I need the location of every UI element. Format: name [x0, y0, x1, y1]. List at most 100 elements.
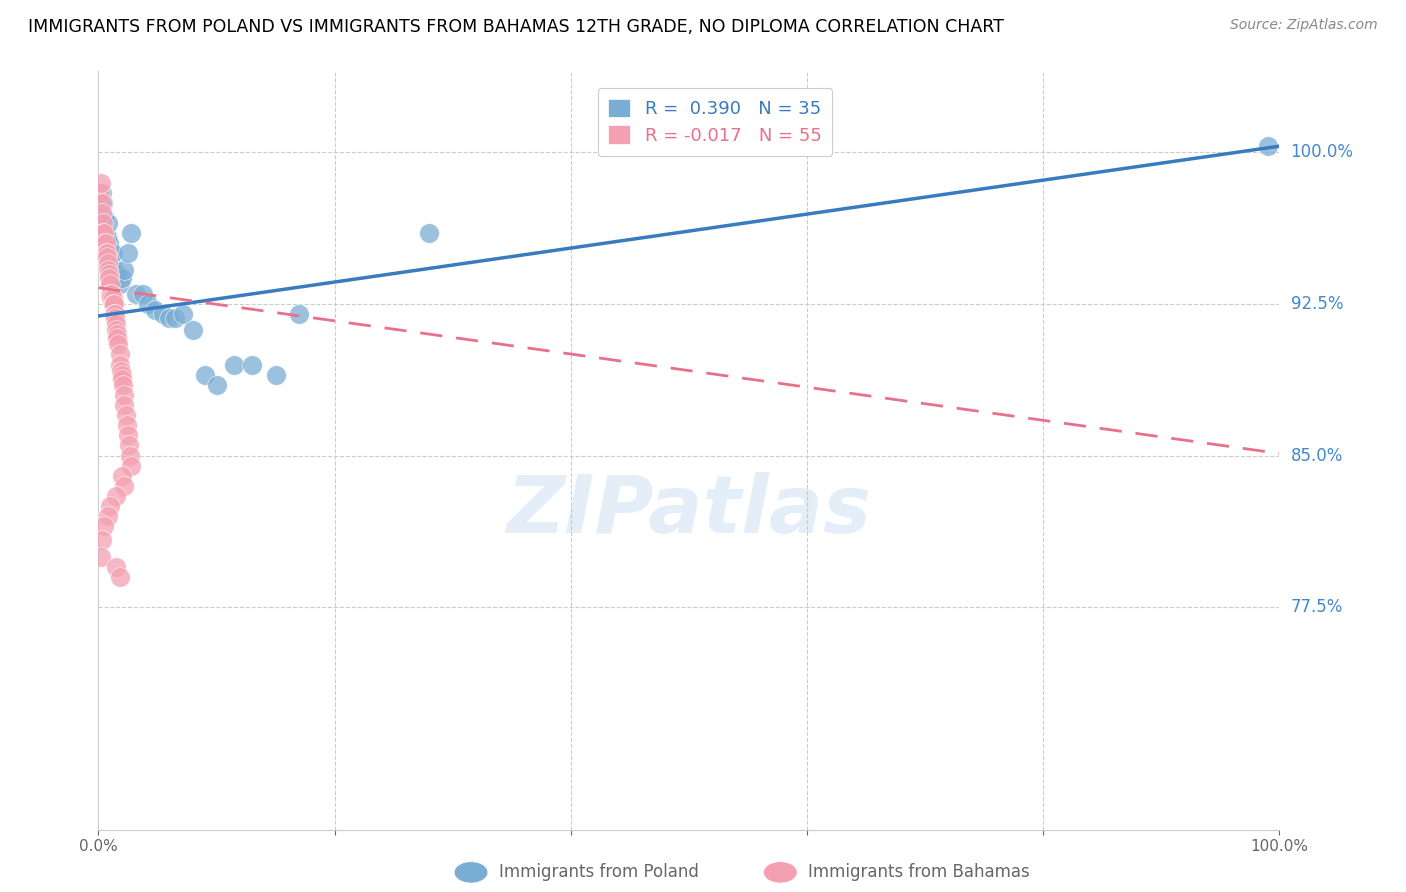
- Point: [94, 236, 117, 251]
- Point: [91, 186, 114, 200]
- Point: [100, 286, 122, 301]
- Point: [91, 206, 114, 220]
- Point: [240, 358, 263, 372]
- Point: [288, 307, 311, 321]
- Point: [111, 468, 134, 483]
- Point: [205, 377, 228, 392]
- Text: Immigrants from Poland: Immigrants from Poland: [499, 863, 699, 881]
- Point: [418, 226, 440, 240]
- Point: [105, 489, 128, 503]
- Point: [91, 195, 114, 210]
- Point: [172, 307, 194, 321]
- Point: [114, 408, 136, 422]
- Point: [117, 428, 139, 442]
- Point: [90, 549, 112, 564]
- Point: [115, 418, 138, 433]
- Point: [103, 297, 125, 311]
- Point: [108, 277, 131, 291]
- Text: 85.0%: 85.0%: [1291, 447, 1343, 465]
- Point: [100, 291, 122, 305]
- Point: [105, 331, 128, 345]
- Point: [117, 246, 139, 260]
- Point: [1257, 139, 1279, 153]
- Text: IMMIGRANTS FROM POLAND VS IMMIGRANTS FROM BAHAMAS 12TH GRADE, NO DIPLOMA CORRELA: IMMIGRANTS FROM POLAND VS IMMIGRANTS FRO…: [28, 18, 1004, 36]
- Point: [125, 286, 148, 301]
- Point: [101, 246, 124, 260]
- Legend: R =  0.390   N = 35, R = -0.017   N = 55: R = 0.390 N = 35, R = -0.017 N = 55: [598, 88, 832, 155]
- Point: [112, 377, 135, 392]
- Text: Immigrants from Bahamas: Immigrants from Bahamas: [808, 863, 1031, 881]
- Point: [132, 286, 155, 301]
- Point: [105, 559, 128, 574]
- Point: [97, 509, 120, 524]
- Point: [157, 311, 180, 326]
- Point: [105, 267, 128, 281]
- Point: [121, 458, 143, 473]
- Point: [97, 256, 120, 270]
- Point: [98, 236, 121, 251]
- Point: [91, 216, 114, 230]
- Point: [108, 347, 131, 361]
- Point: [97, 216, 120, 230]
- Point: [108, 570, 131, 584]
- Point: [105, 267, 128, 281]
- Point: [96, 246, 118, 260]
- Point: [103, 262, 125, 277]
- Point: [91, 195, 114, 210]
- Point: [91, 533, 114, 548]
- Text: Source: ZipAtlas.com: Source: ZipAtlas.com: [1230, 18, 1378, 32]
- Point: [98, 270, 121, 285]
- Point: [111, 270, 134, 285]
- Point: [136, 297, 159, 311]
- Point: [94, 246, 117, 260]
- Point: [90, 176, 112, 190]
- Point: [105, 327, 128, 342]
- Point: [101, 291, 124, 305]
- Point: [112, 479, 135, 493]
- Point: [96, 251, 118, 265]
- Point: [143, 302, 166, 317]
- Point: [98, 277, 121, 291]
- Point: [93, 210, 115, 224]
- Point: [105, 323, 128, 337]
- Point: [93, 226, 115, 240]
- Point: [165, 311, 187, 326]
- Point: [89, 186, 111, 200]
- Point: [93, 236, 115, 251]
- Point: [94, 226, 117, 240]
- Point: [91, 226, 114, 240]
- Point: [104, 311, 127, 326]
- Point: [103, 307, 125, 321]
- Point: [98, 499, 121, 513]
- Point: [121, 226, 143, 240]
- Text: 92.5%: 92.5%: [1291, 295, 1343, 313]
- Text: 100.0%: 100.0%: [1291, 144, 1354, 161]
- Point: [152, 307, 174, 321]
- Point: [224, 358, 246, 372]
- Point: [194, 368, 217, 382]
- Point: [112, 388, 135, 402]
- Point: [118, 438, 141, 452]
- Point: [98, 246, 121, 260]
- Point: [112, 398, 135, 412]
- Point: [97, 262, 120, 277]
- Point: [264, 368, 287, 382]
- Point: [101, 297, 124, 311]
- Point: [107, 337, 129, 351]
- Point: [110, 363, 132, 377]
- Point: [111, 368, 134, 382]
- Text: 77.5%: 77.5%: [1291, 599, 1343, 616]
- Point: [98, 267, 121, 281]
- Point: [100, 256, 122, 270]
- Point: [181, 323, 204, 337]
- Point: [96, 230, 118, 244]
- Point: [120, 449, 142, 463]
- Point: [108, 358, 131, 372]
- Point: [105, 317, 128, 331]
- Point: [93, 519, 115, 533]
- Point: [98, 286, 121, 301]
- Point: [112, 262, 135, 277]
- Text: ZIPatlas: ZIPatlas: [506, 472, 872, 550]
- Point: [111, 372, 134, 386]
- Point: [104, 307, 127, 321]
